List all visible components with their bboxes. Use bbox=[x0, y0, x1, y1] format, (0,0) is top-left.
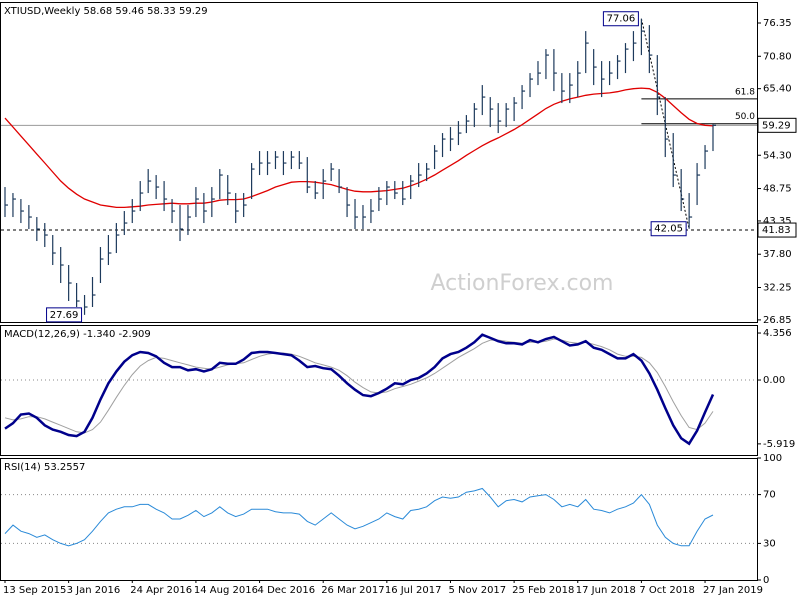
y-tick-label: 37.80 bbox=[763, 249, 792, 260]
y-tick-label: 0.00 bbox=[763, 375, 785, 386]
y-tick-label: -5.919 bbox=[763, 439, 795, 450]
axis-price-label: 59.29 bbox=[762, 120, 791, 131]
axis-price-box bbox=[757, 117, 797, 133]
price-label-box bbox=[46, 307, 83, 323]
y-tick-label: 54.30 bbox=[763, 150, 792, 161]
x-tick-label: 16 Jul 2017 bbox=[385, 585, 442, 596]
panel-frame bbox=[0, 458, 758, 581]
price-label: 27.69 bbox=[50, 310, 79, 321]
price-label: 77.06 bbox=[607, 14, 636, 25]
x-tick-label: 4 Dec 2016 bbox=[258, 585, 316, 596]
axis-price-label: 41.83 bbox=[762, 225, 791, 236]
axis-price-box bbox=[757, 222, 797, 238]
x-tick-label: 25 Feb 2018 bbox=[512, 585, 574, 596]
panel-frame bbox=[0, 325, 758, 456]
y-tick-label: 43.35 bbox=[763, 216, 792, 227]
y-tick-label: 70 bbox=[763, 490, 776, 501]
fib-label: 50.0 bbox=[735, 112, 755, 122]
panel-title: XTIUSD,Weekly 58.68 59.46 58.33 59.29 bbox=[4, 6, 208, 17]
x-tick-label: 7 Oct 2018 bbox=[639, 585, 694, 596]
x-tick-label: 26 Mar 2017 bbox=[321, 585, 384, 596]
y-tick-label: 76.35 bbox=[763, 18, 792, 29]
signal-line bbox=[4, 338, 714, 434]
x-tick-label: 3 Jan 2016 bbox=[67, 585, 121, 596]
x-tick-label: 24 Apr 2016 bbox=[130, 585, 192, 596]
price-label-box bbox=[650, 221, 687, 237]
moving-average bbox=[4, 87, 714, 209]
watermark: ActionForex.com bbox=[431, 271, 614, 296]
panel-title: RSI(14) 53.2557 bbox=[4, 462, 85, 473]
y-tick-label: 0 bbox=[763, 575, 769, 586]
x-tick-label: 13 Sep 2015 bbox=[3, 585, 66, 596]
y-tick-label: 32.25 bbox=[763, 283, 792, 294]
price-label-box bbox=[602, 11, 639, 27]
y-tick-label: 48.75 bbox=[763, 184, 792, 195]
y-tick-label: 100 bbox=[763, 453, 782, 464]
y-tick-label: 4.356 bbox=[763, 328, 792, 339]
rsi-line bbox=[4, 487, 714, 547]
price-label: 42.05 bbox=[654, 224, 683, 235]
y-tick-label: 65.40 bbox=[763, 84, 792, 95]
macd-line bbox=[4, 333, 715, 446]
y-tick-label: 30 bbox=[763, 538, 776, 549]
y-tick-label: 70.80 bbox=[763, 51, 792, 62]
x-tick-label: 17 Jun 2018 bbox=[576, 585, 636, 596]
fib-label: 61.8 bbox=[735, 87, 755, 97]
x-tick-label: 5 Nov 2017 bbox=[448, 585, 506, 596]
x-tick-label: 14 Aug 2016 bbox=[194, 585, 258, 596]
x-tick-label: 27 Jan 2019 bbox=[703, 585, 763, 596]
y-tick-label: 26.85 bbox=[763, 315, 792, 326]
panel-title: MACD(12,26,9) -1.340 -2.909 bbox=[4, 329, 151, 340]
panel-frame bbox=[0, 2, 758, 323]
